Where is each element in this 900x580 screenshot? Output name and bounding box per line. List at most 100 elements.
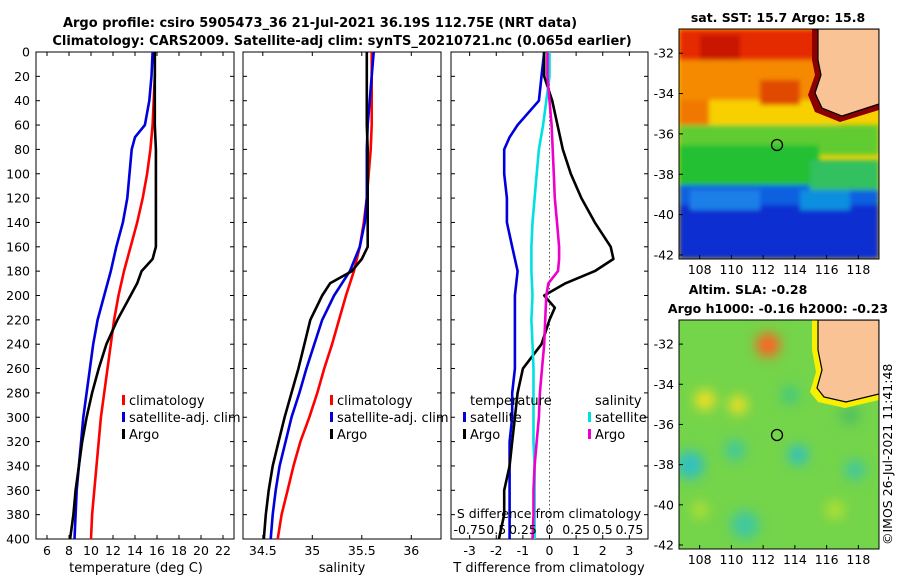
legend-swatch-argo (122, 429, 125, 439)
depth-tick-label: 280 (6, 385, 30, 400)
legend-satellite-adj: satellite-adj. clim (129, 411, 241, 426)
salinity-xlabel: salinity (319, 561, 366, 576)
lat-tick-label: -36 (654, 126, 674, 141)
sla-field (679, 320, 879, 549)
lat-tick-label: -32 (654, 46, 674, 61)
sst-map-frame (678, 28, 880, 260)
sla-map-title-2: Argo h1000: -0.16 h2000: -0.23 (668, 301, 888, 316)
lon-tick-label: 116 (815, 552, 839, 567)
x-tick-label: 3 (625, 543, 633, 558)
depth-tick-label: 60 (14, 118, 30, 133)
temperature-tick-labels: 6 8 10 12 14 16 18 20 22 (36, 51, 234, 558)
sst-field (679, 29, 879, 259)
lon-tick-label: 108 (688, 552, 712, 567)
sla-lat-tick-labels: -32 -34 -36 -38 -40 -42 (654, 337, 683, 552)
imos-watermark: ©IMOS 26-Jul-2021 11:41:48 (880, 364, 895, 545)
sst-map-panel: sat. SST: 15.7 Argo: 15.8 (654, 10, 880, 277)
s-tick-label: 0 (546, 522, 554, 537)
s-tick-label: 0.5 (593, 522, 613, 537)
depth-tick-label: 20 (14, 69, 30, 84)
title-line-2: Climatology: CARS2009. Satellite-adj cli… (52, 34, 631, 49)
land-mass (814, 29, 879, 117)
s-tick-label: 0.75 (615, 522, 643, 537)
depth-tick-labels: 0 20 40 60 80 100 120 140 160 180 200 220 240 260 280 3… (6, 45, 30, 547)
lat-tick-label: -40 (654, 207, 674, 222)
salinity-legend: climatology satellite-adj. clim Argo (330, 394, 449, 443)
depth-tick-label: 140 (6, 215, 30, 230)
sst-lon-tick-labels: 108 110 112 114 116 118 (688, 255, 870, 277)
legend-swatch-satellite-adj (122, 412, 125, 422)
legend-swatch-temp-satellite (463, 412, 466, 422)
s-difference-tick-labels: -0.75 0.5 0.25 0 0.25 0.5 0.75 (453, 522, 643, 537)
t-difference-tick-labels: -3 -2 -1 0 1 2 3 (451, 51, 648, 558)
lat-tick-label: -34 (654, 377, 674, 392)
s-difference-label: S difference from climatology (457, 506, 642, 521)
sla-map-panel: Altim. SLA: -0.28 Argo h1000: -0.16 h200… (654, 282, 889, 567)
lat-tick-label: -42 (654, 537, 674, 552)
depth-tick-label: 400 (6, 532, 30, 547)
x-tick-label: -2 (490, 543, 502, 558)
depth-tick-label: 240 (6, 337, 30, 352)
lat-tick-label: -36 (654, 417, 674, 432)
x-tick-label: 2 (599, 543, 607, 558)
legend-sal-satellite: satellite (595, 411, 647, 426)
temperature-panel: 0 20 40 60 80 100 120 140 160 180 200 220 240 260 280 3… (6, 45, 240, 577)
x-tick-label: 22 (215, 543, 231, 558)
legend-satellite-adj: satellite-adj. clim (337, 411, 449, 426)
legend-salinity-title: salinity (595, 394, 642, 409)
x-tick-label: 10 (83, 543, 99, 558)
x-tick-label: 18 (171, 543, 187, 558)
series-line-climatology (276, 52, 374, 540)
x-tick-label: 14 (127, 543, 143, 558)
lon-tick-label: 114 (783, 262, 807, 277)
depth-tick-label: 260 (6, 361, 30, 376)
lat-tick-label: -42 (654, 247, 674, 262)
legend-swatch-sal-argo (588, 429, 591, 439)
depth-tick-label: 0 (22, 45, 30, 60)
series-line-salinity-argo (531, 52, 561, 540)
legend-temp-argo: Argo (470, 428, 500, 443)
x-tick-label: -3 (463, 543, 475, 558)
series-line-argo (262, 52, 370, 540)
x-tick-label: -1 (517, 543, 529, 558)
depth-tick-label: 120 (6, 191, 30, 206)
lon-tick-label: 114 (783, 552, 807, 567)
salinity-panel: 34.5 35 35.5 36 climatology satellite-adj. … (242, 51, 449, 576)
s-tick-label: 0.5 (486, 522, 506, 537)
depth-tick-label: 80 (14, 142, 30, 157)
legend-swatch-temp-argo (463, 429, 466, 439)
series-line-temperature-argo (497, 52, 615, 540)
lon-tick-label: 116 (815, 262, 839, 277)
lat-tick-label: -34 (654, 86, 674, 101)
argo-float-marker (770, 428, 784, 442)
depth-tick-label: 200 (6, 288, 30, 303)
series-line-argo (68, 52, 158, 540)
x-tick-label: 34.5 (249, 543, 277, 558)
s-tick-label: 0.25 (562, 522, 590, 537)
lon-tick-label: 110 (719, 262, 743, 277)
lat-tick-label: -32 (654, 337, 674, 352)
depth-tick-label: 380 (6, 507, 30, 522)
legend-climatology: climatology (129, 394, 205, 409)
sla-map-frame (678, 319, 880, 550)
legend-temperature-title: temperature (470, 394, 552, 409)
lat-tick-label: -38 (654, 457, 674, 472)
x-tick-label: 35 (304, 543, 320, 558)
x-tick-label: 35.5 (348, 543, 376, 558)
x-tick-label: 1 (572, 543, 580, 558)
temperature-series (68, 51, 158, 540)
series-line-climatology (89, 52, 157, 540)
title-line-1: Argo profile: csiro 5905473_36 21-Jul-20… (63, 16, 577, 31)
x-tick-label: 20 (193, 543, 209, 558)
sst-lat-tick-labels: -32 -34 -36 -38 -40 -42 (654, 46, 683, 262)
lon-tick-label: 118 (846, 552, 870, 567)
lat-tick-label: -38 (654, 167, 674, 182)
depth-tick-label: 220 (6, 312, 30, 327)
x-tick-label: 16 (149, 543, 165, 558)
lat-tick-label: -40 (654, 497, 674, 512)
s-tick-label: 0.25 (509, 522, 537, 537)
difference-panel: -3 -2 -1 0 1 2 3 temperature satellite Argo sa… (450, 51, 649, 576)
salinity-axes-box (242, 51, 442, 540)
x-tick-label: 0 (546, 543, 554, 558)
